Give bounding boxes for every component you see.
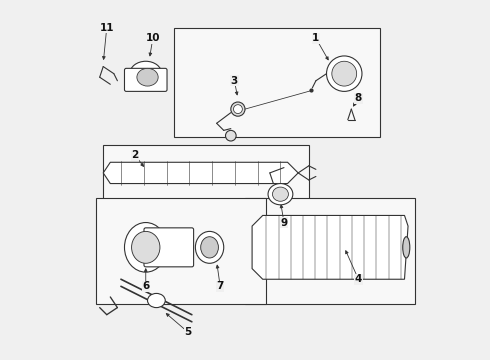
Ellipse shape <box>231 102 245 116</box>
Ellipse shape <box>332 61 357 86</box>
Text: 9: 9 <box>280 217 288 228</box>
Text: 3: 3 <box>231 76 238 86</box>
Ellipse shape <box>272 187 289 201</box>
Text: 1: 1 <box>312 33 319 43</box>
FancyBboxPatch shape <box>124 68 167 91</box>
Ellipse shape <box>268 184 293 205</box>
Text: 8: 8 <box>355 94 362 103</box>
Ellipse shape <box>233 105 243 113</box>
Polygon shape <box>103 162 298 184</box>
Ellipse shape <box>196 231 224 263</box>
Text: 10: 10 <box>146 33 160 43</box>
Ellipse shape <box>201 237 219 258</box>
Text: 11: 11 <box>99 23 114 33</box>
Ellipse shape <box>132 231 160 263</box>
Text: 6: 6 <box>142 281 149 291</box>
Ellipse shape <box>147 293 165 307</box>
Polygon shape <box>103 145 309 205</box>
Ellipse shape <box>130 61 162 86</box>
Ellipse shape <box>403 237 410 258</box>
Ellipse shape <box>137 68 158 86</box>
Polygon shape <box>252 215 408 279</box>
Polygon shape <box>174 28 380 138</box>
Ellipse shape <box>326 56 362 91</box>
Text: 2: 2 <box>131 150 139 160</box>
Polygon shape <box>96 198 266 304</box>
FancyBboxPatch shape <box>144 228 194 267</box>
Text: 5: 5 <box>185 327 192 337</box>
Polygon shape <box>245 198 415 304</box>
Text: 4: 4 <box>355 274 362 284</box>
Text: 7: 7 <box>217 281 224 291</box>
Ellipse shape <box>225 130 236 141</box>
Ellipse shape <box>124 222 167 272</box>
